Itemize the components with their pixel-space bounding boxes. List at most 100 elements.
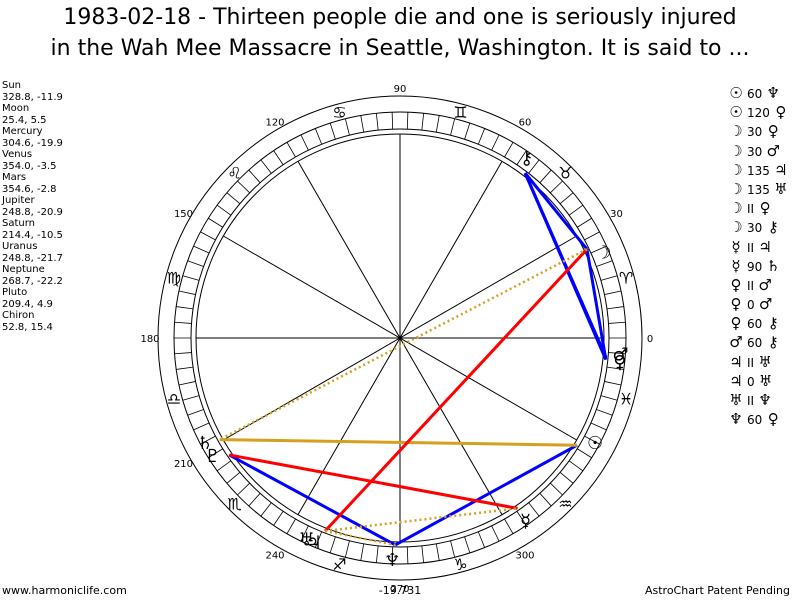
- zodiac-sign-glyph: ♒: [558, 494, 572, 513]
- degree-tick: [208, 448, 223, 459]
- planet-coords-chiron: 52.8, 15.4: [2, 321, 53, 333]
- aspect-planet-1: ☽: [729, 141, 743, 160]
- degree-tick: [477, 128, 486, 145]
- zodiac-sign-glyph: ♌: [227, 164, 241, 183]
- aspect-planet-1: ☉: [729, 103, 743, 122]
- degree-tick: [248, 169, 261, 183]
- aspect-type: 135: [747, 182, 770, 197]
- aspect-row: ☽ 135 ♅: [728, 180, 789, 199]
- aspect-type: 120: [747, 106, 770, 121]
- aspect-planet-2: ♅: [758, 352, 772, 371]
- degree-tick: [260, 502, 272, 517]
- degree-tick: [193, 245, 210, 254]
- degree-tick: [450, 118, 456, 136]
- outer-ring: [157, 95, 643, 581]
- degree-tick: [606, 366, 624, 370]
- degree-tick: [178, 381, 196, 386]
- zodiac-sign-glyph: ♏: [227, 494, 241, 513]
- aspect-row: ☿ 90 ♄: [728, 257, 789, 276]
- aspect-line: [228, 453, 518, 510]
- degree-tick: [174, 352, 192, 355]
- degree-label: 180: [140, 334, 159, 345]
- degree-tick: [182, 395, 200, 401]
- aspect-planet-1: ♀: [730, 275, 742, 294]
- degree-tick: [226, 472, 241, 484]
- aspect-planet-1: ☿: [731, 256, 741, 275]
- degree-tick: [375, 113, 379, 131]
- degree-tick: [237, 482, 250, 496]
- aspect-type: II: [747, 240, 755, 255]
- degree-tick: [606, 306, 624, 310]
- planet-name-neptune: Neptune: [2, 264, 45, 275]
- degree-tick: [550, 180, 563, 194]
- degree-tick: [600, 275, 618, 281]
- degree-tick: [608, 352, 626, 355]
- degree-tick: [344, 118, 350, 136]
- aspect-line: [219, 438, 578, 447]
- degree-tick: [550, 482, 563, 496]
- degree-tick: [528, 502, 540, 517]
- zodiac-sign-glyph: ♋: [332, 103, 346, 122]
- degree-tick: [260, 159, 272, 174]
- degree-tick: [314, 128, 323, 145]
- planet-name-saturn: Saturn: [2, 218, 36, 229]
- footer-website[interactable]: www.harmoniclife.com: [2, 584, 127, 597]
- aspect-planet-2: ♀: [759, 199, 771, 218]
- degree-tick: [273, 511, 284, 526]
- aspect-planet-1: ☽: [729, 179, 743, 198]
- aspect-planet-2: ♀: [775, 103, 787, 122]
- degree-tick: [391, 546, 394, 564]
- planet-glyphs: ☉ ☽ ☿ ♀♂ ♃ ♄ ♅ ♆ ♇ ⚷: [197, 148, 629, 571]
- aspect-type: 90: [747, 259, 763, 274]
- planet-coords-sun: 328.8, -11.9: [2, 91, 63, 103]
- aspect-row: ☉ 120 ♀: [728, 103, 789, 122]
- planet-name-venus: Venus: [2, 149, 33, 160]
- aspect-planet-2: ♆: [766, 84, 780, 102]
- planet-coords-moon: 25.4, 5.5: [2, 114, 47, 126]
- planet-glyph-pluto: ♇: [205, 446, 221, 467]
- aspect-type: 60: [747, 87, 763, 101]
- degree-tick: [375, 545, 379, 563]
- degree-tick: [435, 115, 440, 133]
- aspect-planet-2: ♂: [758, 295, 773, 314]
- degree-tick: [226, 192, 241, 204]
- aspect-planet-2: ♄: [766, 256, 780, 275]
- degree-tick: [516, 511, 527, 526]
- degree-tick: [477, 531, 486, 548]
- degree-tick: [406, 112, 409, 130]
- aspect-planet-2: ⚷: [767, 314, 779, 333]
- aspect-planet-2: ♀: [767, 410, 779, 429]
- degree-tick: [516, 150, 527, 165]
- aspect-type: 0: [747, 374, 755, 389]
- aspect-line: [394, 443, 578, 547]
- zodiac-sign-glyph: ♓: [619, 390, 633, 409]
- planet-glyph-neptune: ♆: [384, 550, 400, 571]
- aspect-planet-1: ☽: [729, 199, 743, 218]
- bottom-value-label: -19.731: [379, 584, 421, 597]
- aspect-type: 60: [747, 413, 763, 428]
- aspect-planet-2: ♅: [774, 179, 788, 198]
- planet-glyph-jupiter: ♃: [306, 532, 322, 553]
- aspect-row: ☽ 30 ♀: [728, 122, 789, 141]
- degree-tick: [187, 260, 204, 267]
- degree-tick: [435, 543, 440, 561]
- aspect-type: II: [747, 202, 755, 217]
- degree-tick: [176, 366, 194, 370]
- planet-name-sun: Sun: [2, 80, 22, 91]
- degree-label: 300: [515, 551, 534, 562]
- aspect-row: ♅ II ♆: [728, 391, 789, 410]
- degree-tick: [329, 122, 336, 140]
- aspect-line: [324, 507, 518, 533]
- degree-tick: [406, 546, 409, 564]
- degree-tick: [491, 134, 500, 151]
- aspect-planet-2: ♂: [766, 141, 780, 160]
- planet-name-jupiter: Jupiter: [2, 195, 35, 206]
- aspect-planet-1: ☉: [729, 84, 743, 102]
- planet-glyph-mercury: ☿: [520, 511, 531, 532]
- degree-tick: [208, 217, 223, 228]
- aspect-row: ♃ 0 ♅: [728, 372, 789, 391]
- aspect-row: ☿ II ♃: [728, 238, 789, 257]
- planet-coords-jupiter: 248.8, -20.9: [2, 206, 63, 218]
- degree-tick: [604, 381, 622, 386]
- aspect-planet-1: ☽: [729, 218, 743, 237]
